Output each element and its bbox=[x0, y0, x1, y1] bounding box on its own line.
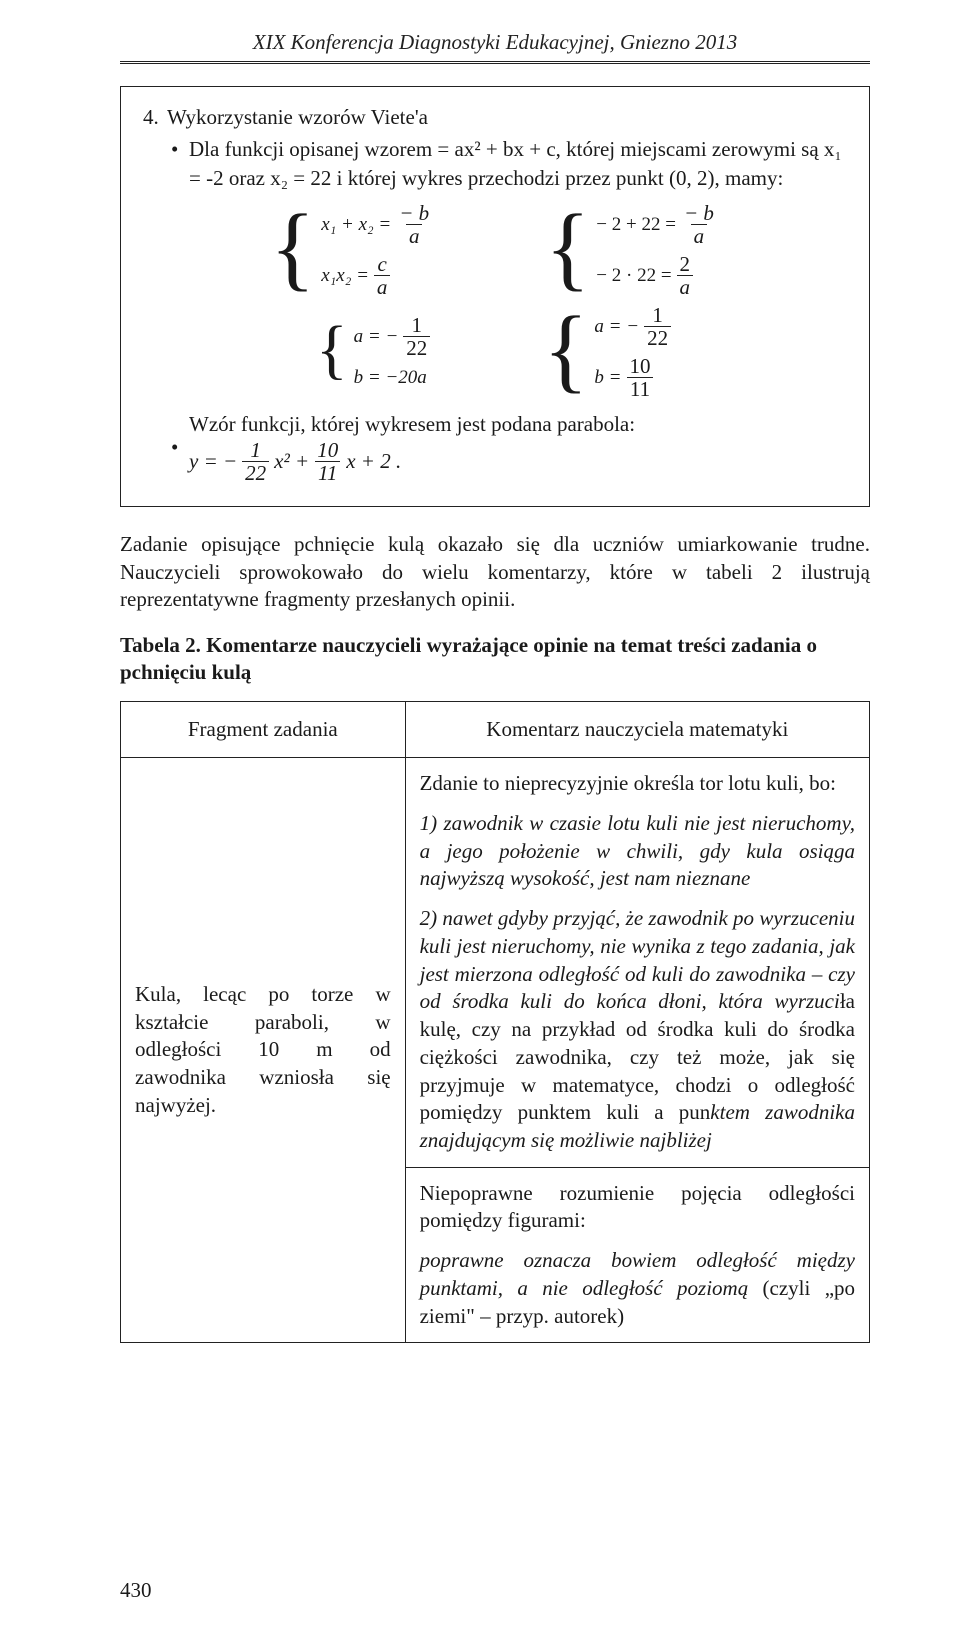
table-cell-fragment: Kula, lecąc po torze w kształcie parabol… bbox=[121, 758, 406, 1343]
bullet-text-2: Wzór funkcji, której wykresem jest podan… bbox=[189, 410, 847, 483]
table-header-1: Fragment zadania bbox=[121, 701, 406, 758]
equation-row-1: { x₁ + x₂ = − ba x₁x₂ = ca { − 2 + 2 bbox=[143, 202, 847, 298]
derivation-box: 4. Wykorzystanie wzorów Viete'a • Dla fu… bbox=[120, 86, 870, 507]
table-cell-comment: Zdanie to nieprecyzyjnie określa tor lot… bbox=[405, 758, 869, 1343]
step-number: 4. bbox=[143, 103, 167, 131]
table-header-2: Komentarz nauczyciela matematyki bbox=[405, 701, 869, 758]
page-number: 430 bbox=[120, 1578, 152, 1603]
running-header: XIX Konferencja Diagnostyki Edukacyjnej,… bbox=[120, 30, 870, 55]
equation-row-2: { a = − 122 b = −20a { a = − 122 bbox=[143, 304, 847, 400]
step-title: Wykorzystanie wzorów Viete'a bbox=[167, 103, 847, 131]
commentary-paragraph: Zadanie opisujące pchnięcie kulą okazało… bbox=[120, 531, 870, 614]
bullet-text-1: Dla funkcji opisanej wzorem = ax² + bx +… bbox=[189, 135, 847, 192]
bullet: • bbox=[167, 433, 189, 461]
bullet: • bbox=[167, 135, 189, 163]
header-rule bbox=[120, 61, 870, 64]
table-caption: Tabela 2. Komentarze nauczycieli wyrażaj… bbox=[120, 632, 870, 687]
comments-table: Fragment zadania Komentarz nauczyciela m… bbox=[120, 701, 870, 1344]
